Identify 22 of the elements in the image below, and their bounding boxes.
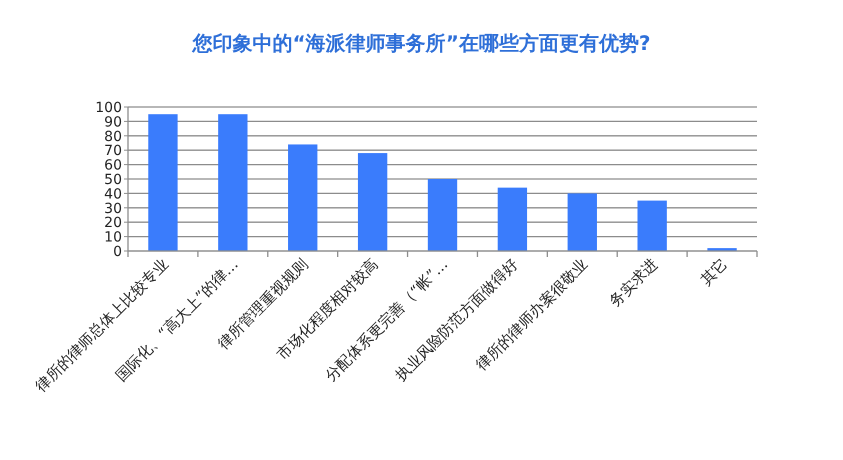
bar [568,193,597,251]
bar [148,114,178,251]
y-tick-label: 20 [104,215,122,232]
y-tick-label: 40 [104,186,122,202]
y-tick-label: 10 [104,230,122,246]
x-tick-label: 其它 [696,255,731,290]
bar [288,144,318,251]
bar [498,188,528,251]
y-tick-label: 50 [104,172,122,188]
chart-title: 您印象中的“海派律师事务所”在哪些方面更有优势? [192,31,650,55]
bar [637,200,667,251]
bar [358,153,388,251]
y-tick-label: 60 [104,158,122,174]
bar [218,114,248,251]
y-tick-label: 90 [104,114,122,130]
x-tick-label: 务实求进 [606,255,661,310]
y-tick-label: 30 [104,200,122,217]
y-tick-label: 70 [104,143,122,160]
bar [428,179,458,251]
y-tick-label: 0 [113,244,122,260]
y-tick-label: 100 [95,100,122,116]
y-tick-label: 80 [104,128,122,145]
